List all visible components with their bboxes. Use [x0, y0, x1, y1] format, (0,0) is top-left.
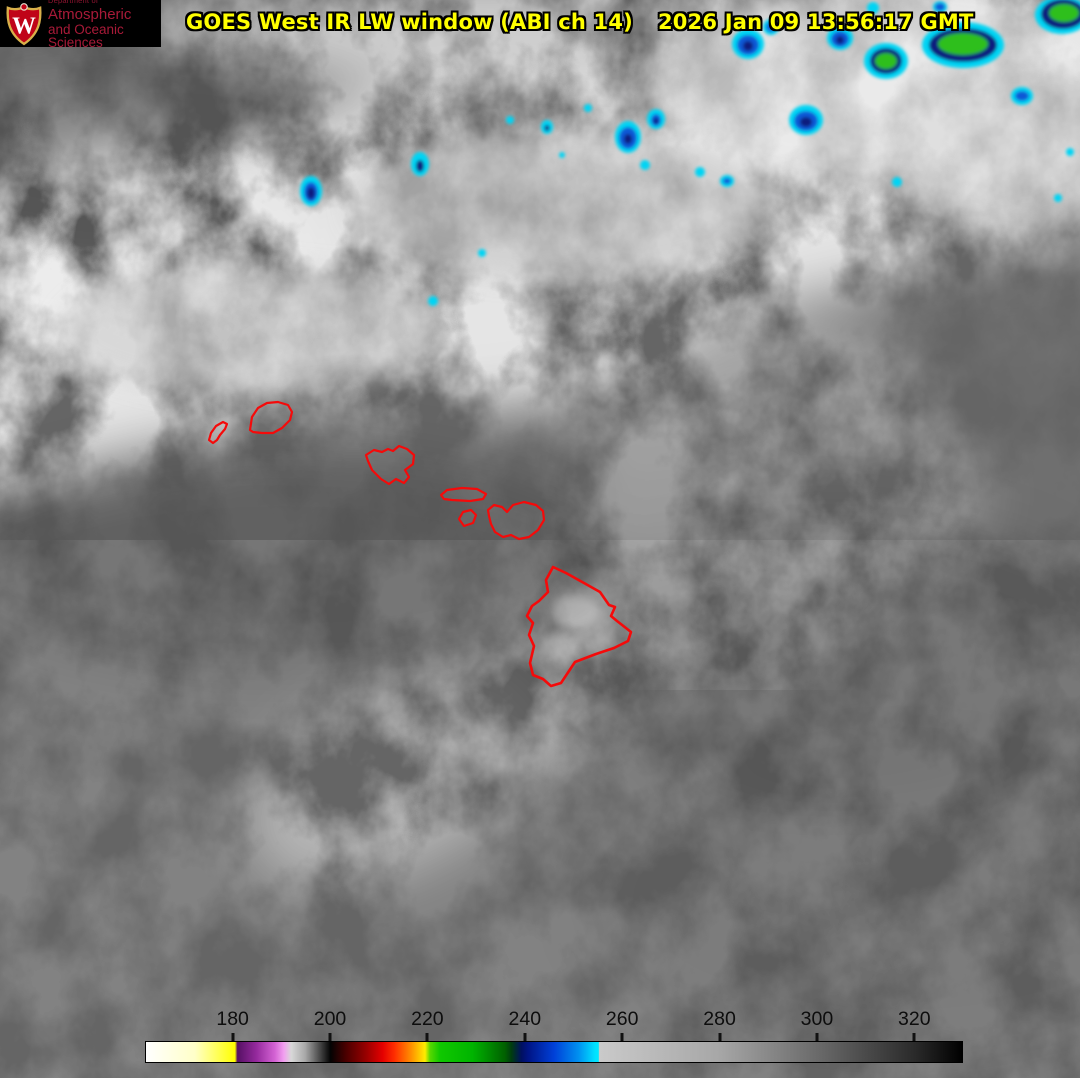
- colorbar-scale: 180 200 220 240 260 280 300 320: [145, 1007, 963, 1069]
- colorbar-tick-label: 200: [313, 1008, 347, 1030]
- header-title: GOES West IR LW window (ABI ch 14) 2026 J…: [186, 10, 974, 34]
- colorbar-tick: [620, 1033, 624, 1041]
- logo-name-line2: and Oceanic Sciences: [48, 21, 124, 51]
- colorbar-tick-label: 240: [508, 1008, 542, 1030]
- crest-letter: W: [12, 13, 36, 39]
- island-outline-maui: [486, 500, 546, 541]
- colorbar-tick-label: 300: [800, 1008, 834, 1030]
- colorbar-tick: [523, 1033, 527, 1041]
- island-outline-molokai: [439, 486, 488, 503]
- uw-aos-logo: W Department of Atmospheric and Oceanic …: [0, 0, 161, 51]
- uw-crest-icon: W: [6, 2, 42, 45]
- colorbar-tick-label: 180: [216, 1008, 249, 1030]
- colorbar-tick: [718, 1033, 722, 1041]
- product-title: GOES West IR LW window (ABI ch 14): [186, 10, 633, 34]
- colorbar-tick-label: 220: [411, 1008, 444, 1030]
- island-outline-oahu: [364, 444, 416, 486]
- temperature-colorbar: 180 200 220 240 260 280 300 320: [145, 1007, 963, 1069]
- island-outline-niihau: [207, 420, 229, 445]
- colorbar-tick: [815, 1033, 819, 1041]
- cold-cloud-tops: [300, 0, 1080, 306]
- colorbar-tick: [425, 1033, 429, 1041]
- logo-name-line1: Atmospheric: [48, 5, 132, 23]
- colorbar-tick: [328, 1033, 332, 1041]
- colorbar-tick-label: 260: [605, 1008, 639, 1030]
- logo-department-line: Department of: [48, 0, 99, 6]
- colorbar-gradient: [145, 1041, 963, 1063]
- colorbar-tick: [231, 1033, 235, 1041]
- colorbar-tick-label: 320: [898, 1008, 931, 1030]
- island-outlines: [207, 400, 633, 688]
- colorbar-tick-label: 280: [703, 1008, 736, 1030]
- island-outline-hawaii: [525, 565, 633, 688]
- island-outline-kauai: [248, 400, 294, 435]
- timestamp: 2026 Jan 09 13:56:17 GMT: [657, 10, 974, 34]
- colorbar-tick: [912, 1033, 916, 1041]
- island-outline-lanai: [457, 508, 478, 528]
